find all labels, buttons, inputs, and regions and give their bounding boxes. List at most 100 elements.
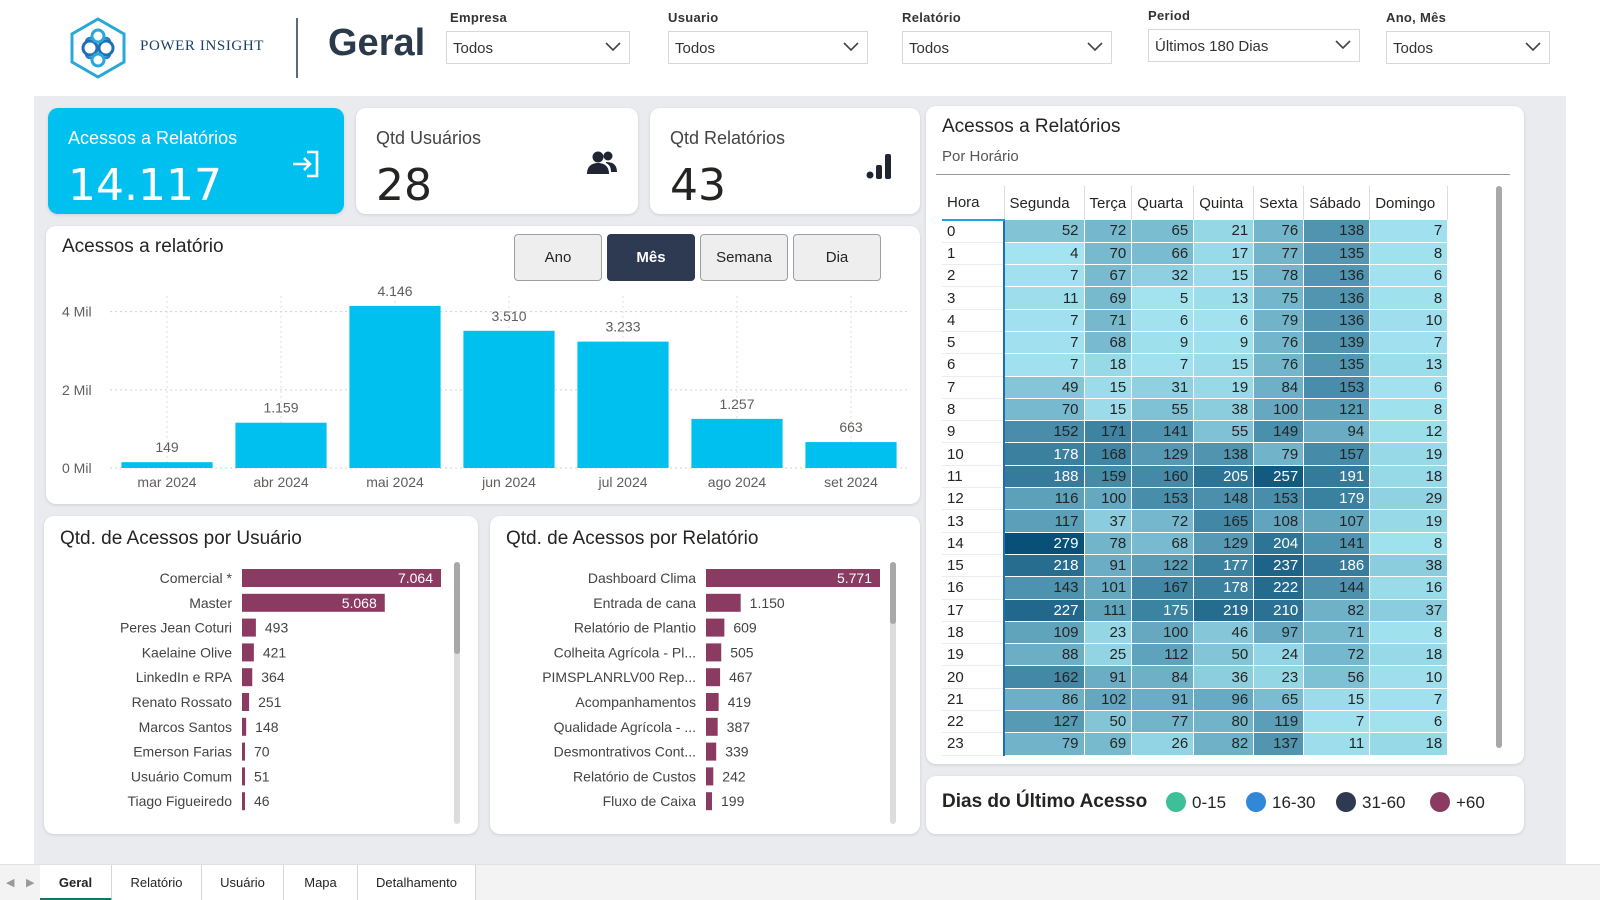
matrix-row: 5 7 68 9 9 76 139 7 xyxy=(942,331,1449,355)
column-header[interactable]: Sábado xyxy=(1303,186,1371,220)
heatmap-cell: 109 xyxy=(1004,621,1085,645)
data-label: 199 xyxy=(721,793,745,809)
category-label: Comercial * xyxy=(160,570,233,586)
category-label: Desmontrativos Cont... xyxy=(554,744,696,760)
hour-label: 3 xyxy=(942,286,1005,310)
hour-label: 19 xyxy=(942,643,1005,667)
category-label: Entrada de cana xyxy=(593,595,696,611)
filter-label: Relatório xyxy=(902,10,962,25)
heatmap-cell: 7 xyxy=(1303,710,1371,734)
kpi-label: Acessos a Relatórios xyxy=(68,128,238,148)
tab-geral[interactable]: Geral xyxy=(40,865,112,900)
heatmap-cell: 79 xyxy=(1004,732,1085,756)
x-tick-label: jul 2024 xyxy=(597,474,647,490)
heatmap-cell: 52 xyxy=(1004,220,1085,243)
heatmap-cell: 76 xyxy=(1253,353,1305,377)
y-tick-label: 4 Mil xyxy=(62,304,92,320)
heatmap-cell: 129 xyxy=(1131,442,1195,466)
legend-title: Dias do Último Acesso xyxy=(942,791,1148,812)
heatmap-cell: 9 xyxy=(1131,331,1195,355)
heatmap-cell: 4 xyxy=(1004,242,1085,266)
prev-page-icon[interactable]: ◀ xyxy=(6,877,15,889)
heatmap-cell: 186 xyxy=(1303,554,1371,578)
bar xyxy=(349,305,441,468)
scrollbar[interactable] xyxy=(454,562,460,824)
x-tick-label: abr 2024 xyxy=(253,474,308,490)
tab-detalhamento[interactable]: Detalhamento xyxy=(358,865,476,900)
column-header-hora[interactable]: Hora xyxy=(942,186,1005,221)
ano-mes-dropdown[interactable]: Todos xyxy=(1386,31,1550,64)
usuario-dropdown[interactable]: Todos xyxy=(668,31,868,64)
toggle-ano[interactable]: Ano xyxy=(514,234,602,281)
relatorio-dropdown[interactable]: Todos xyxy=(902,31,1112,64)
x-tick-label: mai 2024 xyxy=(366,474,424,490)
next-page-icon[interactable]: ▶ xyxy=(26,877,35,889)
data-label: 46 xyxy=(254,793,270,809)
matrix-row: 17 227 111 175 219 210 82 37 xyxy=(942,599,1449,622)
scroll-thumb[interactable] xyxy=(890,562,896,624)
category-label: Colheita Agrícola - Pl... xyxy=(554,644,696,660)
heatmap-cell: 6 xyxy=(1131,309,1195,332)
heatmap-cell: 78 xyxy=(1253,264,1305,288)
bar xyxy=(242,618,256,637)
period-dropdown[interactable]: Últimos 180 Dias xyxy=(1148,29,1360,62)
tab-usuario[interactable]: Usuário xyxy=(202,865,284,900)
matrix-row: 0 52 72 65 21 76 138 7 xyxy=(942,220,1449,243)
dropdown-value: Todos xyxy=(1393,40,1434,57)
bar xyxy=(706,767,714,786)
column-header[interactable]: Quinta xyxy=(1193,186,1255,220)
data-label: 339 xyxy=(725,744,749,760)
scroll-thumb[interactable] xyxy=(1496,186,1502,748)
heatmap-cell: 68 xyxy=(1084,331,1133,355)
scroll-thumb[interactable] xyxy=(454,562,460,654)
kpi-card-acessos[interactable]: Acessos a Relatórios 14.117 xyxy=(48,108,344,214)
data-label: 242 xyxy=(722,768,746,784)
chart-title: Qtd. de Acessos por Usuário xyxy=(60,528,302,549)
filter-relatorio: Relatório Todos xyxy=(902,10,1112,64)
heatmap-cell: 67 xyxy=(1084,264,1133,288)
heatmap-cell: 137 xyxy=(1253,732,1305,756)
filter-label: Period xyxy=(1148,8,1191,23)
category-label: Qualidade Agrícola - ... xyxy=(554,719,696,735)
heatmap-cell: 218 xyxy=(1004,554,1085,578)
scrollbar[interactable] xyxy=(890,562,896,824)
scrollbar[interactable] xyxy=(1496,186,1502,748)
heatmap-cell: 65 xyxy=(1253,688,1305,712)
column-header[interactable]: Terça xyxy=(1084,186,1133,220)
heatmap-cell: 36 xyxy=(1193,665,1255,689)
kpi-card-relatorios[interactable]: Qtd Relatórios 43 xyxy=(650,108,920,214)
heatmap-cell: 23 xyxy=(1084,621,1133,645)
toggle-semana[interactable]: Semana xyxy=(700,234,788,281)
tab-mapa[interactable]: Mapa xyxy=(284,865,358,900)
page-tab-bar: ◀ ▶ Geral Relatório Usuário Mapa Detalha… xyxy=(0,864,1600,900)
heatmap-cell: 71 xyxy=(1303,621,1371,645)
heatmap-cell: 21 xyxy=(1193,220,1255,243)
category-label: Tiago Figueiredo xyxy=(127,793,232,809)
heatmap-cell: 78 xyxy=(1084,532,1133,555)
hour-label: 4 xyxy=(942,309,1005,332)
column-header[interactable]: Segunda xyxy=(1004,186,1085,220)
heatmap-cell: 7 xyxy=(1004,353,1085,377)
column-header[interactable]: Quarta xyxy=(1131,186,1195,220)
data-label: 364 xyxy=(261,669,285,685)
toggle-dia[interactable]: Dia xyxy=(793,234,881,281)
empresa-dropdown[interactable]: Todos xyxy=(446,31,630,64)
heatmap-cell: 13 xyxy=(1369,353,1449,377)
brand-name: POWER INSIGHT xyxy=(140,38,265,54)
x-tick-label: jun 2024 xyxy=(481,474,536,490)
toggle-mes[interactable]: Mês xyxy=(607,234,695,281)
data-label: 493 xyxy=(265,620,289,636)
heatmap-cell: 77 xyxy=(1253,242,1305,266)
data-label: 609 xyxy=(733,620,757,636)
kpi-card-usuarios[interactable]: Qtd Usuários 28 xyxy=(356,108,638,214)
heatmap-cell: 121 xyxy=(1303,398,1371,422)
column-header[interactable]: Domingo xyxy=(1369,186,1449,220)
heatmap-cell: 136 xyxy=(1303,264,1371,288)
matrix-subtitle: Por Horário xyxy=(942,148,1019,165)
users-icon xyxy=(587,151,617,174)
hour-label: 22 xyxy=(942,710,1005,734)
data-label: 1.150 xyxy=(750,595,785,611)
legend-label: 16-30 xyxy=(1272,793,1316,812)
tab-relatorio[interactable]: Relatório xyxy=(112,865,202,900)
column-header[interactable]: Sexta xyxy=(1253,186,1305,220)
